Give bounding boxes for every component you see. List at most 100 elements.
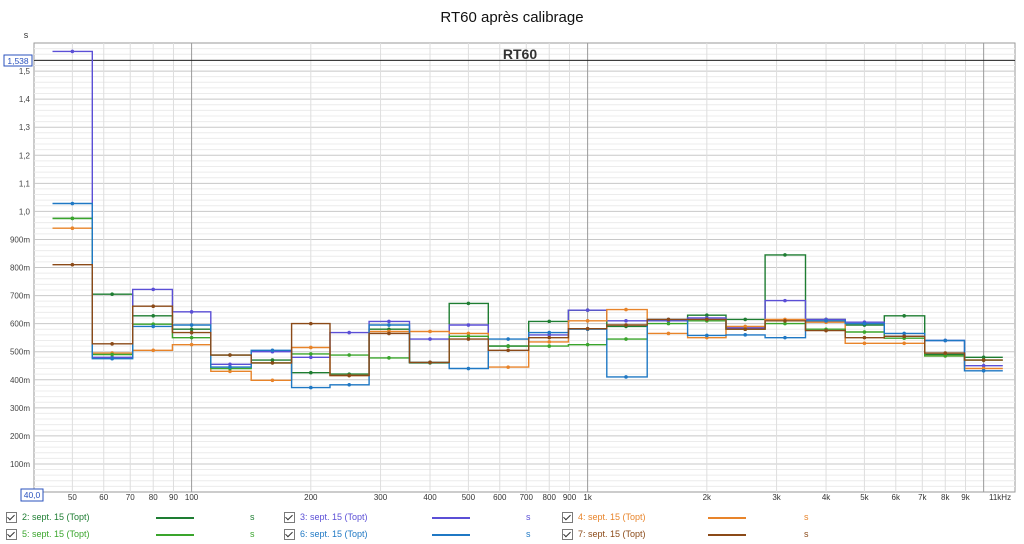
data-point bbox=[151, 348, 156, 353]
x-tick-label: 4k bbox=[822, 493, 831, 502]
data-point bbox=[189, 342, 194, 347]
legend-item[interactable]: 5: sept. 15 (Topt) s bbox=[6, 526, 262, 542]
data-point bbox=[466, 366, 471, 371]
legend: 2: sept. 15 (Topt) s 3: sept. 15 (Topt) s 4:… bbox=[0, 506, 1024, 544]
y-tick-label: 200m bbox=[10, 432, 30, 441]
y-axis-readout-box[interactable]: 1,538 bbox=[3, 54, 33, 67]
data-point bbox=[862, 330, 867, 334]
data-point bbox=[783, 319, 787, 323]
data-point bbox=[981, 355, 986, 360]
x-axis-readout: 40,0 bbox=[24, 490, 41, 500]
legend-checkbox[interactable] bbox=[562, 529, 573, 540]
x-tick-label: 300 bbox=[374, 493, 388, 502]
data-point bbox=[228, 362, 232, 367]
data-point bbox=[387, 319, 391, 324]
y-tick-label: 500m bbox=[10, 348, 30, 357]
data-point bbox=[743, 327, 748, 332]
data-point bbox=[151, 313, 156, 318]
data-point bbox=[547, 335, 552, 340]
series-6 bbox=[52, 201, 1003, 390]
legend-unit: s bbox=[250, 512, 255, 522]
x-axis-readout-box[interactable]: 40,0 bbox=[20, 488, 44, 502]
data-point bbox=[943, 354, 948, 358]
data-point bbox=[506, 337, 510, 341]
x-tick-label: 6k bbox=[892, 493, 901, 502]
data-point bbox=[151, 304, 156, 309]
data-point bbox=[705, 317, 709, 322]
rt60-chart: RT60 après calibrage s 100m 200m 300m 400m 5… bbox=[3, 9, 1016, 502]
data-point bbox=[705, 313, 709, 318]
data-point bbox=[666, 317, 671, 322]
x-tick-label: 3k bbox=[772, 493, 781, 502]
data-point bbox=[943, 351, 948, 355]
data-point bbox=[824, 328, 828, 333]
legend-checkbox[interactable] bbox=[562, 512, 573, 523]
data-point bbox=[547, 344, 552, 348]
legend-item[interactable]: 2: sept. 15 (Topt) s bbox=[6, 509, 262, 525]
legend-label: 3: sept. 15 (Topt) bbox=[300, 512, 368, 522]
x-tick-label: 9k bbox=[961, 493, 970, 502]
legend-swatch bbox=[708, 517, 746, 519]
x-tick-label: 800 bbox=[543, 493, 557, 502]
data-point bbox=[585, 326, 590, 331]
y-tick-label: 800m bbox=[10, 264, 30, 273]
y-tick-label: 1,1 bbox=[19, 179, 31, 188]
legend-checkbox[interactable] bbox=[6, 512, 17, 523]
legend-swatch bbox=[156, 534, 194, 536]
data-point bbox=[466, 323, 471, 327]
data-point bbox=[585, 342, 590, 347]
legend-swatch bbox=[156, 517, 194, 519]
legend-label: 2: sept. 15 (Topt) bbox=[22, 512, 90, 522]
x-tick-label: 400 bbox=[423, 493, 437, 502]
data-point bbox=[981, 358, 986, 362]
legend-item[interactable]: 3: sept. 15 (Topt) s bbox=[284, 509, 538, 525]
data-point bbox=[189, 330, 194, 335]
x-tick-label: 90 bbox=[169, 493, 178, 502]
legend-label: 6: sept. 15 (Topt) bbox=[300, 529, 368, 539]
data-point bbox=[428, 329, 432, 334]
legend-item[interactable]: 7: sept. 15 (Topt) s bbox=[562, 526, 816, 542]
chart-title: RT60 après calibrage bbox=[440, 9, 583, 26]
data-point bbox=[270, 348, 275, 353]
series-line bbox=[52, 202, 1003, 389]
x-tick-label: 2k bbox=[703, 493, 712, 502]
data-point bbox=[387, 356, 391, 360]
legend-checkbox[interactable] bbox=[284, 512, 295, 523]
data-point bbox=[70, 49, 75, 54]
data-point bbox=[309, 370, 313, 375]
legend-checkbox[interactable] bbox=[6, 529, 17, 540]
data-point bbox=[309, 352, 313, 356]
data-point bbox=[110, 342, 114, 346]
y-tick-label: 600m bbox=[10, 320, 30, 329]
data-point bbox=[783, 321, 787, 326]
data-point bbox=[189, 310, 194, 314]
data-point bbox=[347, 330, 351, 335]
y-tick-label: 100m bbox=[10, 460, 30, 469]
legend-item[interactable]: 4: sept. 15 (Topt) s bbox=[562, 509, 816, 525]
x-tick-label: 70 bbox=[126, 493, 135, 502]
legend-item[interactable]: 6: sept. 15 (Topt) s bbox=[284, 526, 538, 542]
data-point bbox=[270, 361, 275, 365]
y-tick-label: 700m bbox=[10, 292, 30, 301]
y-tick-label: 1,3 bbox=[19, 123, 31, 132]
data-point bbox=[270, 358, 275, 362]
data-point bbox=[547, 340, 552, 344]
data-point bbox=[466, 337, 471, 341]
y-tick-label: 400m bbox=[10, 376, 30, 385]
data-point bbox=[705, 333, 709, 338]
data-point bbox=[228, 353, 232, 357]
data-point bbox=[228, 365, 232, 369]
legend-swatch bbox=[432, 534, 470, 536]
data-point bbox=[783, 335, 787, 340]
x-tick-label: 80 bbox=[149, 493, 158, 502]
data-point bbox=[70, 216, 75, 221]
legend-checkbox[interactable] bbox=[284, 529, 295, 540]
x-tick-label: 200 bbox=[304, 493, 318, 502]
data-point bbox=[347, 353, 351, 357]
data-point bbox=[466, 334, 471, 339]
legend-swatch bbox=[432, 517, 470, 519]
y-axis-unit-label: s bbox=[24, 30, 29, 40]
data-point bbox=[783, 253, 787, 257]
series-line bbox=[52, 264, 1003, 377]
series-group bbox=[52, 49, 1003, 390]
